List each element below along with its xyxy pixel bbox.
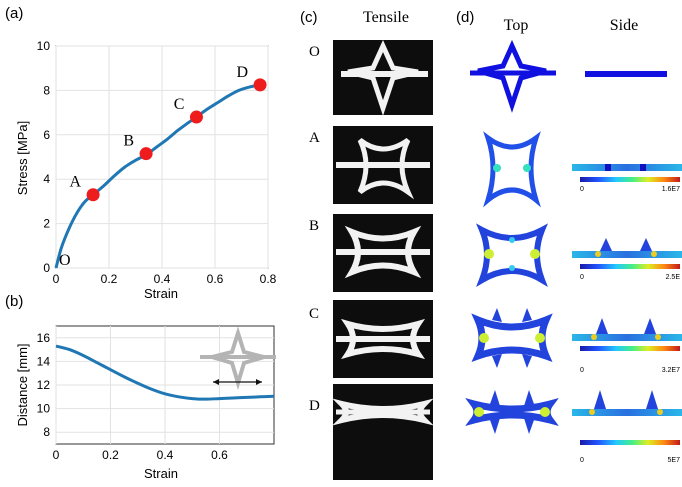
chart-a-series-line — [54, 82, 266, 269]
y-tick-label: 4 — [43, 172, 50, 186]
row-label-b: B — [309, 218, 319, 234]
point-marker-c — [189, 110, 203, 124]
specimen-d — [332, 398, 434, 426]
colorbar-b — [580, 264, 680, 269]
chart-b-xlabel: Strain — [144, 466, 178, 481]
tensile-header: Tensile — [363, 9, 409, 26]
y-tick-label: 10 — [37, 39, 51, 53]
x-tick-label: 0.2 — [102, 448, 119, 462]
x-tick-label: 0 — [53, 448, 60, 462]
side-header: Side — [610, 17, 638, 34]
panel-label-d: (d) — [456, 9, 474, 26]
x-tick-label: 0.2 — [101, 272, 118, 286]
sim-top-a — [464, 131, 560, 208]
row-label-c: C — [309, 306, 319, 322]
colorbar-d-min: 0 — [580, 457, 584, 464]
y-tick-label: 8 — [43, 83, 50, 97]
panel-label-c: (c) — [300, 9, 318, 26]
top-header: Top — [504, 17, 529, 34]
y-tick-label: 10 — [37, 402, 51, 416]
x-tick-label: 0.6 — [211, 448, 228, 462]
sim-side-c: 0 3.2E7 — [572, 318, 682, 374]
sim-side-a: 0 1.6E7 — [572, 164, 682, 193]
chart-b-ticks: 0 0.2 0.4 0.6 8 10 12 14 16 — [37, 331, 229, 462]
x-tick-label: 0 — [53, 272, 60, 286]
point-label-o: O — [59, 252, 71, 269]
sim-side-b: 0 2.5E — [572, 238, 682, 281]
y-tick-label: 6 — [43, 128, 50, 142]
sim-top-c — [464, 308, 560, 368]
chart-b-ylabel: Distance [mm] — [15, 343, 30, 426]
colorbar-b-max: 2.5E — [666, 274, 681, 281]
sim-top-b — [464, 223, 560, 288]
point-marker-a — [86, 188, 100, 202]
colorbar-c-min: 0 — [580, 367, 584, 374]
chart-a-ticks: 0 0.2 0.4 0.6 0.8 0 2 4 6 8 10 — [37, 39, 277, 286]
sim-side-d: 0 5E7 — [572, 390, 682, 464]
x-tick-label: 0.6 — [207, 272, 224, 286]
point-label-d: D — [236, 64, 248, 81]
row-label-d: D — [309, 398, 320, 414]
colorbar-c-max: 3.2E7 — [662, 367, 680, 374]
colorbar-d-max: 5E7 — [668, 457, 681, 464]
specimen-o — [341, 39, 428, 116]
row-label-o: O — [309, 44, 320, 60]
point-label-a: A — [70, 174, 82, 191]
y-tick-label: 16 — [37, 331, 51, 345]
y-tick-label: 0 — [43, 261, 50, 275]
specimen-b — [336, 225, 430, 279]
colorbar-a-min: 0 — [580, 186, 584, 193]
tensile-image-d — [333, 384, 433, 480]
point-marker-b — [139, 147, 153, 161]
stress-strain-chart: 0 0.2 0.4 0.6 0.8 0 2 4 6 8 10 O A B C D Strain Stress… — [15, 39, 277, 301]
colorbar-a — [580, 177, 680, 182]
chart-b-series-line — [55, 344, 275, 401]
point-label-c: C — [174, 96, 185, 113]
distance-strain-chart: 0 0.2 0.4 0.6 8 10 12 14 16 Strain Distance [mm] — [15, 325, 276, 481]
star-inset-icon — [200, 326, 276, 390]
chart-a-xlabel: Strain — [144, 286, 178, 301]
chart-a-grid — [55, 45, 269, 269]
x-tick-label: 0.4 — [154, 272, 171, 286]
x-tick-label: 0.8 — [260, 272, 277, 286]
specimen-a — [336, 137, 430, 200]
colorbar-d — [580, 440, 680, 445]
point-label-b: B — [123, 133, 134, 150]
point-marker-d — [253, 78, 267, 92]
y-tick-label: 14 — [37, 354, 51, 368]
specimen-c — [336, 318, 430, 360]
row-label-a: A — [309, 130, 320, 146]
chart-a-ylabel: Stress [MPa] — [15, 121, 30, 195]
x-tick-label: 0.4 — [157, 448, 174, 462]
panel-label-b: (b) — [5, 293, 23, 310]
panel-c-tensile: Tensile O A B C D — [309, 9, 434, 480]
colorbar-c — [580, 346, 680, 351]
colorbar-b-min: 0 — [580, 274, 584, 281]
panel-label-a: (a) — [5, 5, 23, 22]
colorbar-a-max: 1.6E7 — [662, 186, 680, 193]
y-tick-label: 12 — [37, 378, 51, 392]
chart-a-points: O A B C D — [59, 64, 267, 269]
y-tick-label: 2 — [43, 217, 50, 231]
sim-top-o — [470, 39, 556, 113]
y-tick-label: 8 — [43, 425, 50, 439]
sim-top-d — [464, 390, 560, 434]
panel-d-simulation: Top Side 0 1.6E7 — [464, 17, 682, 464]
